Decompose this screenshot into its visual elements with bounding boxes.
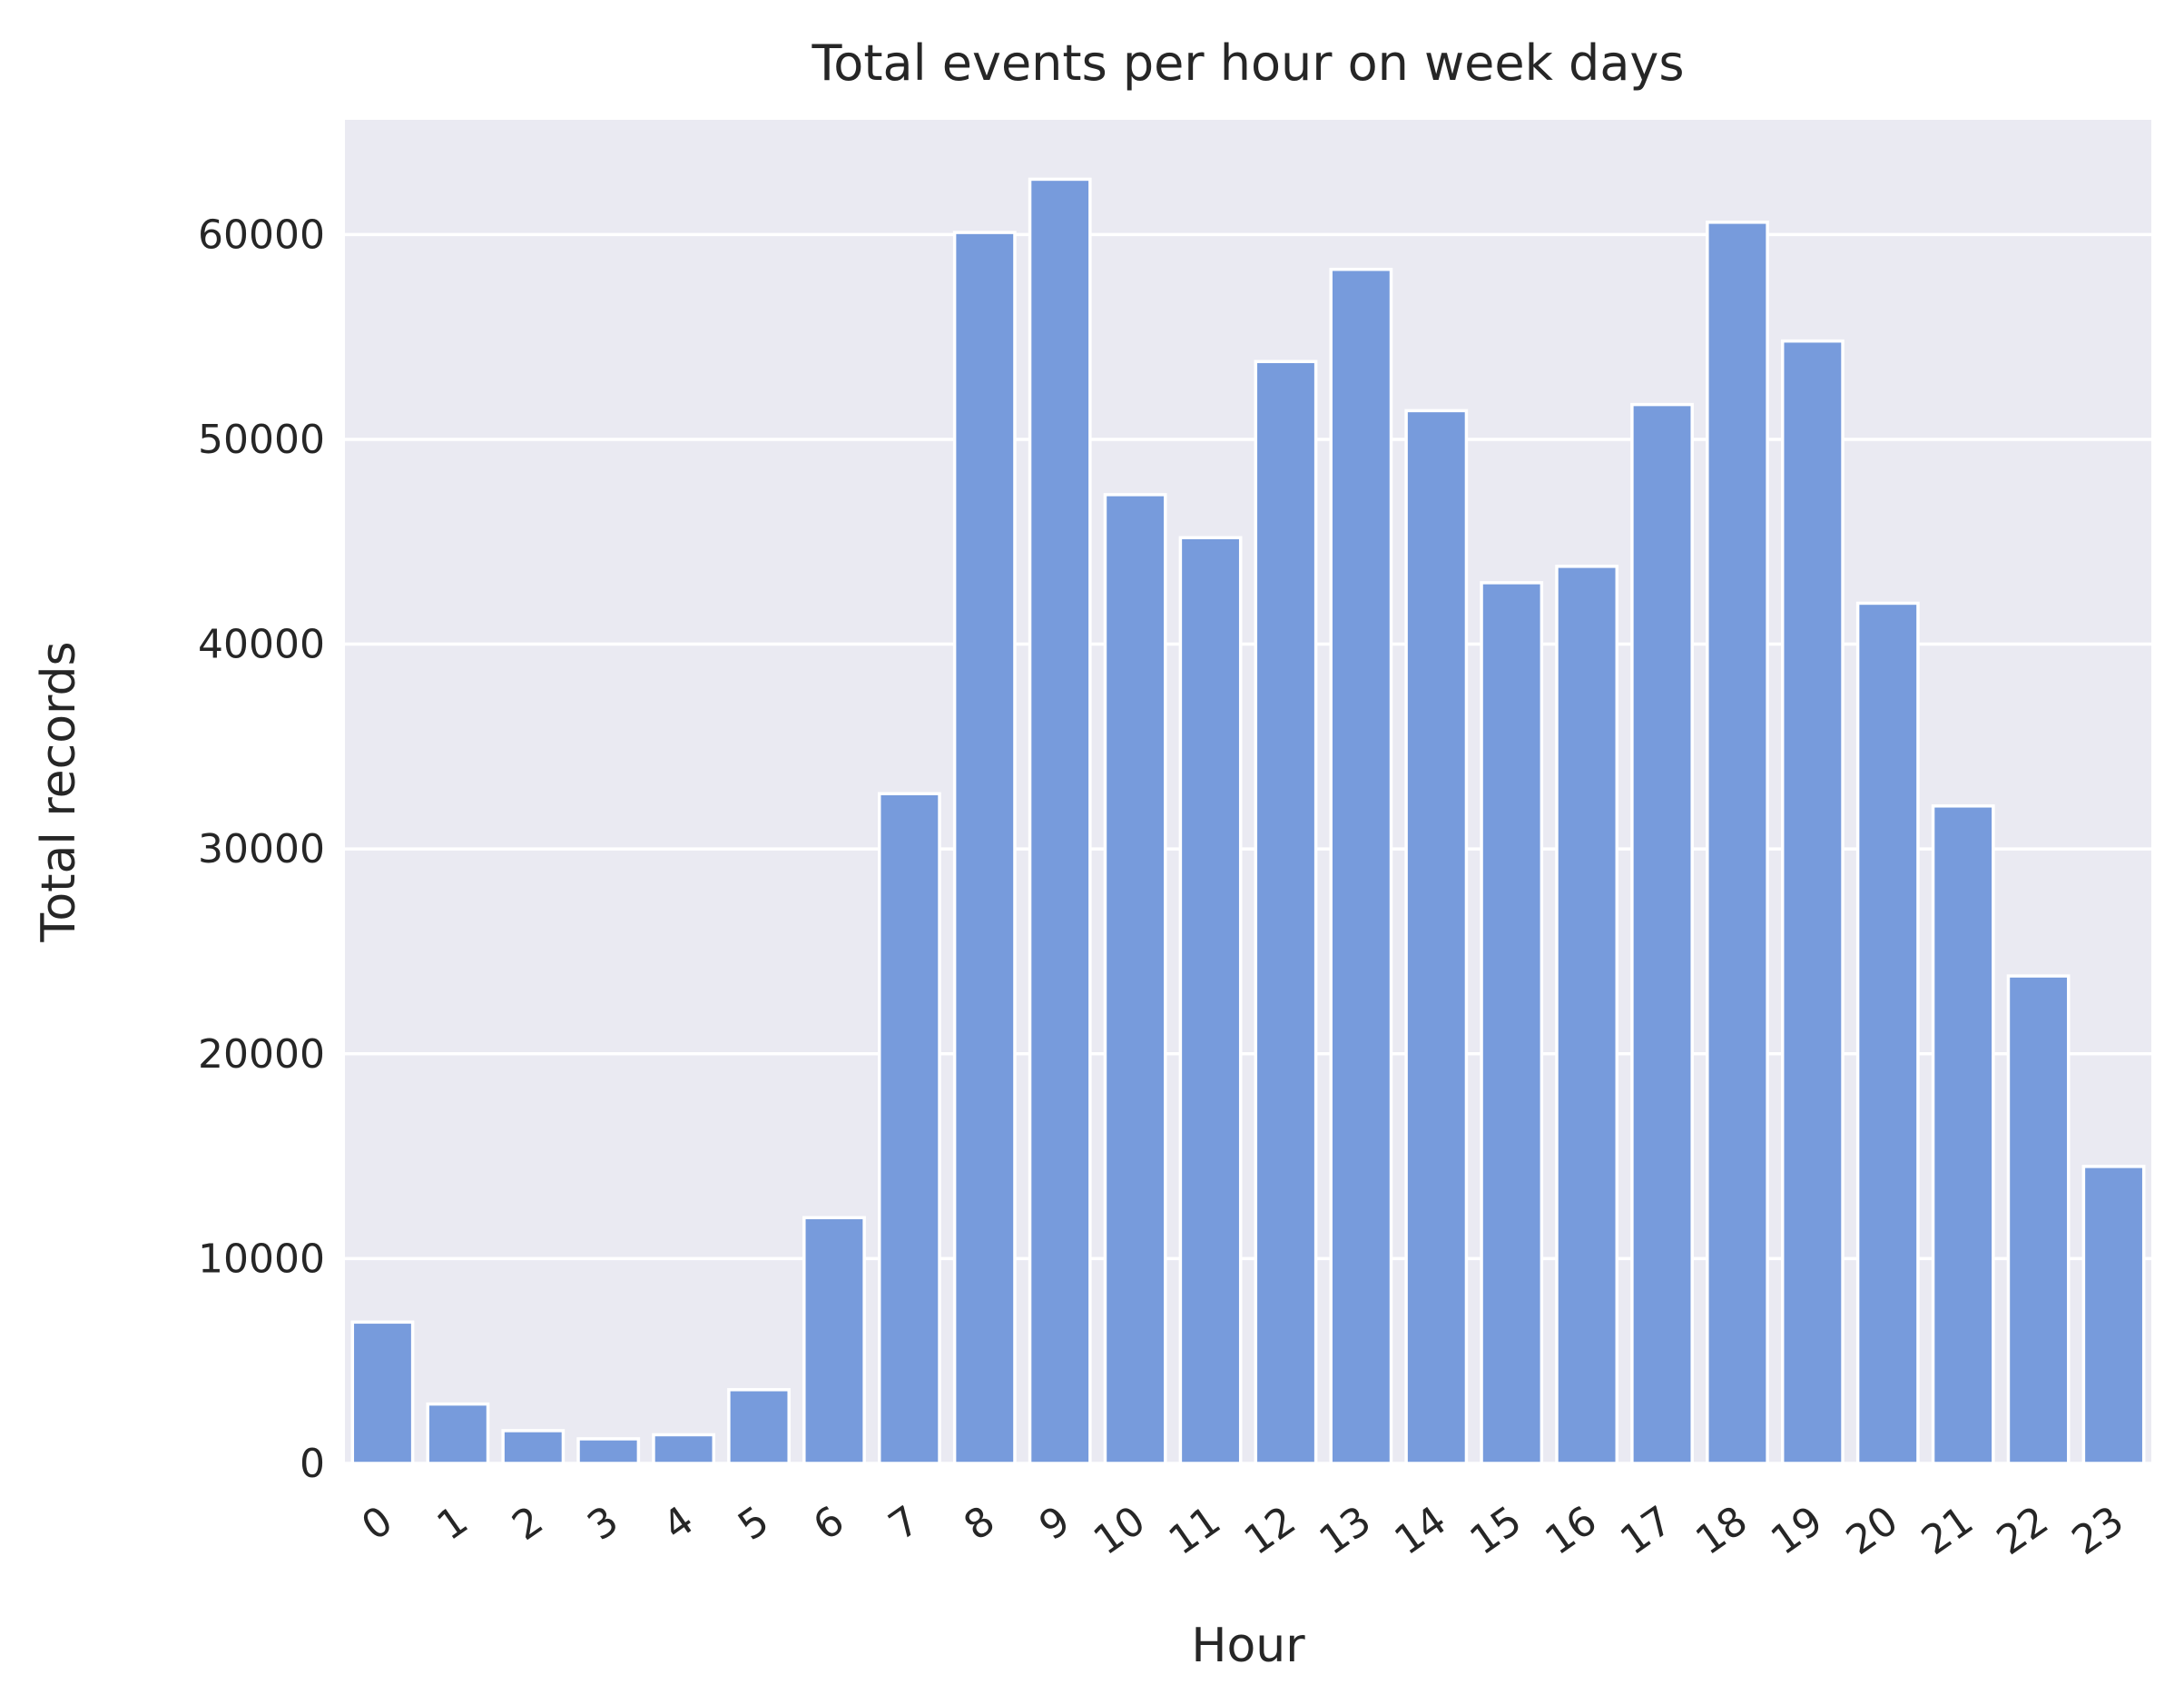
x-tick-label: 6 — [805, 1497, 852, 1550]
bar-hour-14 — [1404, 409, 1469, 1465]
bar-hour-0 — [350, 1320, 415, 1465]
x-tick-label: 5 — [730, 1497, 777, 1550]
x-tick-label: 1 — [428, 1497, 476, 1550]
bar-hour-8 — [952, 231, 1017, 1465]
bars — [350, 177, 2146, 1465]
y-tick-label: 30000 — [198, 826, 325, 872]
grid-lines — [345, 232, 2151, 1465]
bar-hour-16 — [1555, 565, 1619, 1465]
bar-hour-22 — [2006, 974, 2071, 1465]
x-tick-label: 11 — [1161, 1497, 1229, 1564]
bar-hour-7 — [877, 792, 941, 1465]
x-tick-label: 13 — [1312, 1497, 1380, 1564]
x-tick-label: 7 — [880, 1497, 928, 1550]
plot-area — [345, 120, 2151, 1463]
y-tick-label: 0 — [300, 1441, 325, 1487]
x-axis-label: Hour — [1191, 1619, 1305, 1673]
bar-hour-1 — [426, 1402, 490, 1465]
chart-title: Total events per hour on week days — [811, 34, 1684, 92]
x-tick-label: 17 — [1612, 1497, 1680, 1564]
x-tick-label: 8 — [956, 1497, 1003, 1550]
bar-hour-23 — [2081, 1165, 2146, 1465]
x-tick-label: 19 — [1763, 1497, 1831, 1564]
x-tick-label: 23 — [2064, 1497, 2132, 1564]
x-tick-label: 9 — [1031, 1497, 1078, 1550]
bar-hour-5 — [727, 1388, 791, 1465]
y-tick-label: 50000 — [198, 417, 325, 463]
x-tick-label: 21 — [1913, 1497, 1982, 1564]
bar-hour-12 — [1254, 360, 1318, 1465]
x-tick-labels: 0 1 2 3 4 5 6 7 8 9 10 11 12 13 14 15 16 17 18 19 20 21 22 23 — [354, 1497, 2132, 1564]
bar-hour-9 — [1028, 177, 1092, 1465]
x-tick-label: 0 — [354, 1497, 401, 1550]
x-tick-label: 22 — [1989, 1497, 2057, 1564]
y-tick-label: 20000 — [198, 1031, 325, 1078]
bar-hour-21 — [1931, 804, 1995, 1465]
bar-hour-3 — [576, 1437, 641, 1465]
bar-hour-4 — [652, 1433, 716, 1465]
x-tick-label: 2 — [504, 1497, 551, 1550]
bar-hour-2 — [501, 1429, 566, 1465]
bar-hour-13 — [1329, 267, 1393, 1465]
x-tick-label: 14 — [1386, 1497, 1454, 1564]
y-tick-labels: 0 10000 20000 30000 40000 50000 60000 — [198, 212, 325, 1487]
y-axis-label: Total records — [32, 641, 86, 942]
x-tick-label: 15 — [1461, 1497, 1530, 1564]
bar-hour-6 — [802, 1216, 866, 1465]
bar-hour-17 — [1630, 402, 1694, 1465]
bar-hour-15 — [1480, 581, 1544, 1465]
x-tick-label: 20 — [1838, 1497, 1906, 1564]
bar-hour-18 — [1706, 221, 1769, 1465]
bar-hour-10 — [1103, 493, 1167, 1465]
y-tick-label: 10000 — [198, 1236, 325, 1282]
bar-hour-19 — [1780, 339, 1845, 1465]
y-tick-label: 40000 — [198, 622, 325, 668]
y-tick-label: 60000 — [198, 212, 325, 258]
x-tick-label: 3 — [579, 1497, 626, 1550]
bar-hour-11 — [1178, 536, 1243, 1465]
bar-hour-20 — [1855, 601, 1920, 1465]
x-tick-label: 4 — [654, 1497, 702, 1550]
x-tick-label: 12 — [1236, 1497, 1304, 1564]
x-tick-label: 16 — [1537, 1497, 1605, 1564]
x-tick-label: 18 — [1687, 1497, 1756, 1564]
x-tick-label: 10 — [1086, 1497, 1154, 1564]
